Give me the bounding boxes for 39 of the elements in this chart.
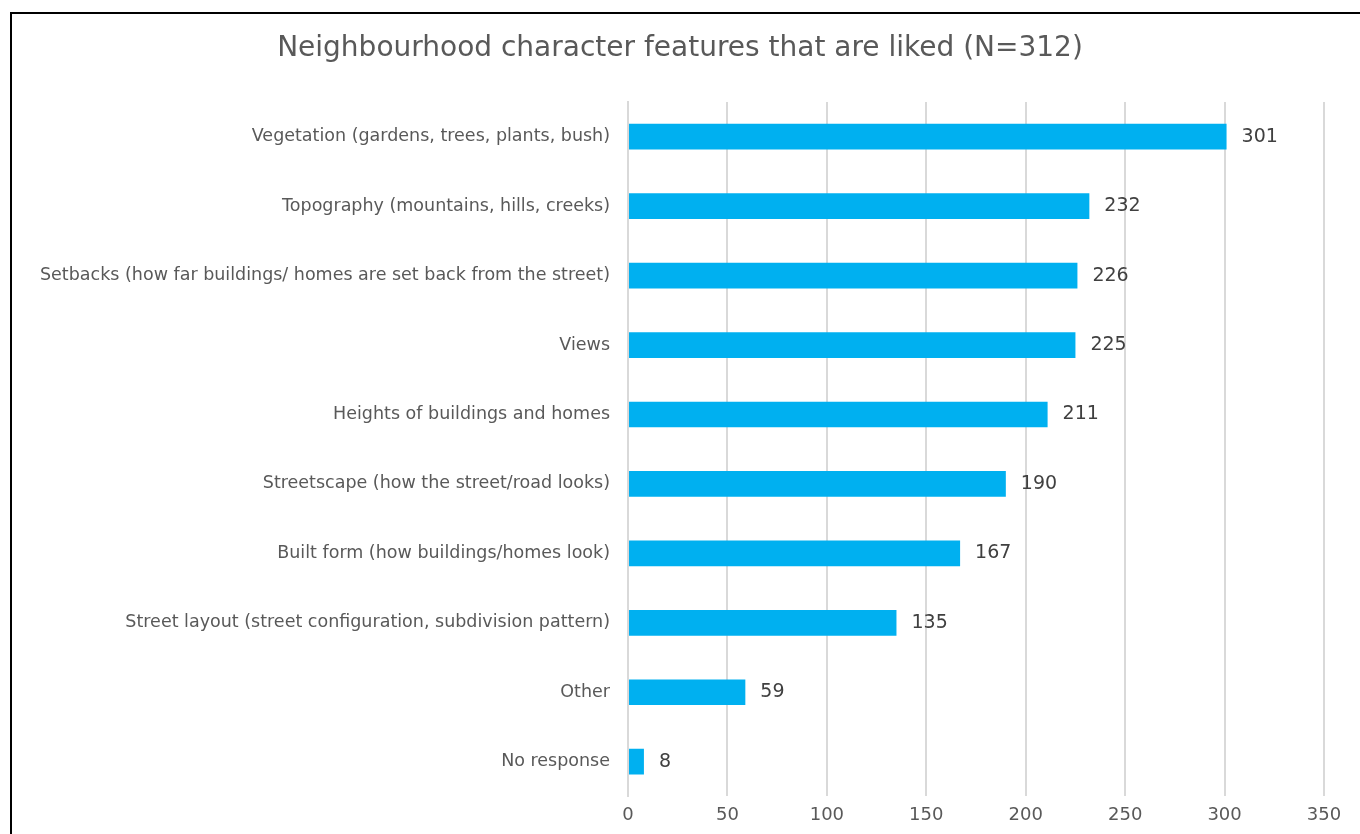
y-tick-label: Heights of buildings and homes [333, 403, 611, 424]
bar [629, 540, 961, 567]
data-label: 225 [1090, 331, 1127, 354]
y-tick-label: Topography (mountains, hills, creeks) [281, 194, 611, 215]
bar [629, 193, 1090, 220]
chart-title: Neighbourhood character features that are liked (N=312) [276, 30, 1084, 63]
data-label: 8 [658, 748, 672, 771]
x-tick-label: 200 [1008, 802, 1043, 824]
bar [629, 332, 1076, 358]
x-tick-label: 100 [809, 802, 845, 824]
bar [629, 679, 746, 706]
data-label: 211 [1062, 401, 1099, 424]
bar [629, 748, 644, 775]
data-label: 226 [1092, 262, 1129, 285]
data-label: 59 [760, 679, 785, 702]
y-tick-label: Views [559, 333, 611, 354]
bar [629, 609, 897, 636]
data-label: 167 [975, 540, 1012, 563]
data-label: 232 [1104, 193, 1141, 216]
y-tick-label: Built form (how buildings/homes look) [277, 541, 611, 562]
x-tick-label: 0 [622, 802, 634, 824]
bar [629, 471, 1006, 497]
y-tick-label: Streetscape (how the street/road looks) [262, 472, 611, 493]
data-label: 135 [911, 609, 948, 632]
y-tick-label: Other [560, 680, 611, 701]
x-tick-label: 300 [1207, 802, 1242, 824]
data-label: 301 [1241, 123, 1278, 146]
x-tick-label: 150 [909, 802, 944, 824]
y-tick-label: Street layout (street configuration, subdivision pattern) [125, 611, 611, 632]
data-label: 190 [1020, 470, 1058, 493]
y-tick-label: No response [501, 750, 611, 771]
x-tick-label: 350 [1306, 802, 1342, 824]
bar [629, 262, 1078, 289]
y-tick-label: Setbacks (how far buildings/ homes are set back from the street) [40, 264, 611, 285]
bar [629, 123, 1227, 150]
x-tick-label: 50 [715, 802, 739, 824]
bar [629, 401, 1048, 428]
x-tick-label: 250 [1107, 802, 1143, 824]
y-tick-label: Vegetation (gardens, trees, plants, bush) [251, 125, 611, 146]
